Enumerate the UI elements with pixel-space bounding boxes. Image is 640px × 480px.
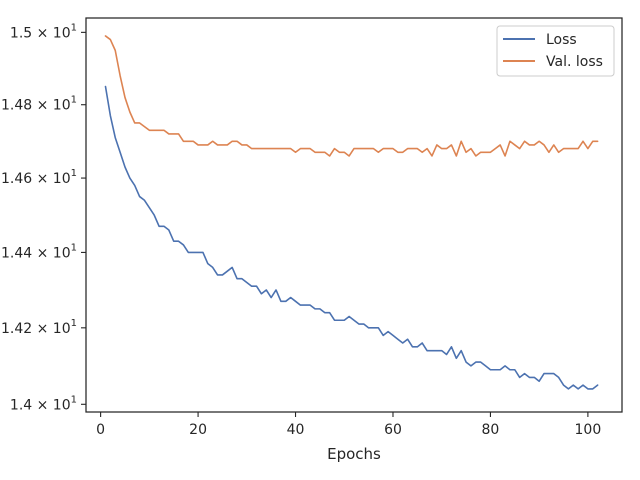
series-line-loss xyxy=(104,85,599,390)
legend: Loss Val. loss xyxy=(496,25,615,77)
y-tick-label: 1.4 × 101 xyxy=(10,394,77,413)
x-axis-label: Epochs xyxy=(327,445,381,463)
legend-label-loss: Loss xyxy=(546,32,577,48)
y-tick-label: 1.44 × 101 xyxy=(1,242,77,261)
x-tick-label: 60 xyxy=(384,422,402,438)
y-tick-label: 1.48 × 101 xyxy=(1,95,77,114)
x-tick-label: 80 xyxy=(482,422,500,438)
x-tick-label: 40 xyxy=(287,422,305,438)
legend-label-val-loss: Val. loss xyxy=(546,54,603,70)
y-axis-ticks: 1.4 × 101 1.42 × 101 1.44 × 101 1.46 × 101 1… xyxy=(1,22,86,413)
y-tick-label: 1.5 × 101 xyxy=(10,22,77,41)
x-tick-label: 20 xyxy=(189,422,207,438)
series-line-val-loss xyxy=(104,35,599,157)
series-layer xyxy=(104,35,599,390)
x-tick-label: 0 xyxy=(96,422,105,438)
x-axis-ticks: 0 20 40 60 80 100 xyxy=(96,412,601,438)
x-tick-label: 100 xyxy=(575,422,602,438)
y-tick-label: 1.46 × 101 xyxy=(1,168,77,187)
y-tick-label: 1.42 × 101 xyxy=(1,318,77,337)
plot-frame xyxy=(85,17,623,413)
